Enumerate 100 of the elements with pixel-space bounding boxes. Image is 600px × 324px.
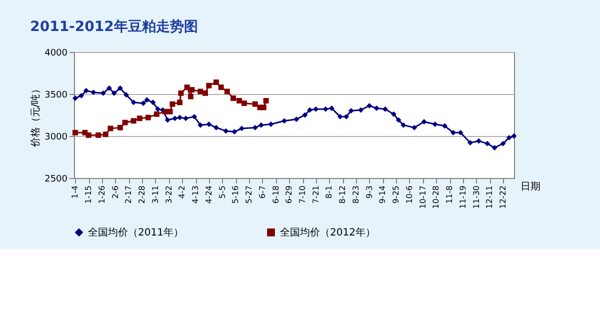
legend-label: 全国均价（2012年） (280, 226, 376, 238)
point (358, 107, 364, 113)
point (412, 124, 418, 130)
point (302, 112, 308, 118)
x-tick-label: 12-11 (485, 186, 494, 209)
point (258, 122, 264, 128)
x-tick-label: 2-17 (124, 186, 134, 204)
point (506, 134, 512, 140)
point (96, 132, 102, 138)
point (167, 108, 173, 114)
point (136, 116, 142, 122)
x-axis-title: 日期 (520, 180, 540, 192)
point (102, 132, 108, 138)
point (145, 114, 151, 120)
point (172, 116, 178, 122)
x-tick-label: 10-28 (432, 186, 441, 209)
point (500, 140, 506, 146)
point (450, 130, 456, 136)
legend-label: 全国均价（2011年） (88, 226, 184, 238)
point (230, 95, 236, 101)
point (400, 122, 406, 128)
point (202, 90, 208, 96)
point (117, 85, 123, 91)
point (390, 111, 396, 117)
x-tick-label: 6-18 (271, 186, 280, 204)
point (198, 122, 204, 128)
x-tick-label: 10-17 (418, 186, 428, 209)
point (140, 100, 146, 106)
point (458, 130, 464, 136)
point (86, 132, 92, 138)
y-tick-label: 2500 (44, 174, 68, 184)
x-tick-label: 5-5 (218, 186, 227, 199)
point (313, 106, 319, 112)
x-tick-label: 3-11 (150, 186, 160, 204)
point (155, 106, 161, 112)
x-tick-label: 8-23 (351, 186, 360, 204)
point (78, 92, 84, 98)
chart-title: 2011-2012年豆粕走势图 (30, 19, 198, 35)
point (83, 88, 89, 94)
point (184, 84, 190, 90)
y-tick-label: 4000 (44, 48, 68, 58)
point (382, 106, 388, 112)
point (188, 94, 194, 100)
point (72, 130, 78, 136)
x-tick-label: 4-13 (191, 186, 200, 204)
point (144, 97, 150, 103)
point (263, 98, 269, 104)
point (189, 87, 195, 93)
point (192, 114, 198, 120)
point (294, 116, 300, 122)
x-tick-label: 9-25 (392, 186, 401, 204)
point (366, 103, 372, 108)
point (337, 114, 343, 120)
x-tick-label: 7-21 (311, 186, 320, 204)
point (178, 90, 184, 96)
point (511, 133, 517, 139)
point (177, 100, 182, 106)
point (72, 95, 78, 101)
y-tick-label: 3000 (44, 132, 68, 142)
x-tick-label: 9-14 (378, 186, 388, 204)
point (150, 100, 156, 106)
point (218, 84, 224, 90)
point (282, 118, 288, 124)
point (224, 88, 230, 94)
point (348, 108, 354, 114)
x-tick-label: 6-7 (258, 186, 267, 199)
x-tick-label: 8-1 (324, 186, 334, 199)
x-tick-label: 11-19 (458, 186, 468, 209)
y-tick-label: 3500 (44, 90, 68, 100)
point (117, 124, 123, 130)
point (124, 92, 130, 98)
point (154, 111, 160, 117)
x-tick-label: 1-15 (84, 186, 94, 204)
x-tick-label: 5-16 (231, 186, 240, 204)
point (328, 106, 334, 112)
point (213, 80, 219, 85)
y-axis-title: 价格（元/吨） (30, 84, 42, 148)
point (241, 100, 247, 106)
point (164, 117, 170, 123)
point (374, 106, 380, 112)
x-tick-label: 4-24 (204, 186, 214, 204)
point (223, 128, 229, 134)
x-tick-label: 10-6 (404, 186, 414, 204)
x-tick-label: 4-2 (178, 186, 187, 199)
point (82, 130, 88, 136)
x-tick-label: 1-4 (70, 186, 80, 199)
x-tick-label: 3-22 (164, 186, 174, 204)
x-tick-label: 8-12 (338, 186, 348, 204)
point (396, 117, 402, 123)
x-tick-label: 5-27 (244, 186, 254, 204)
x-tick-label: 1-26 (97, 186, 106, 204)
x-tick-label: 2-6 (110, 186, 120, 199)
x-tick-label: 11-8 (445, 186, 454, 204)
point (130, 100, 136, 106)
x-tick-label: 7-10 (298, 186, 308, 204)
x-tick-label: 12-22 (498, 186, 508, 209)
point (322, 106, 328, 112)
point (468, 140, 473, 146)
point (111, 90, 117, 96)
point (100, 90, 106, 96)
